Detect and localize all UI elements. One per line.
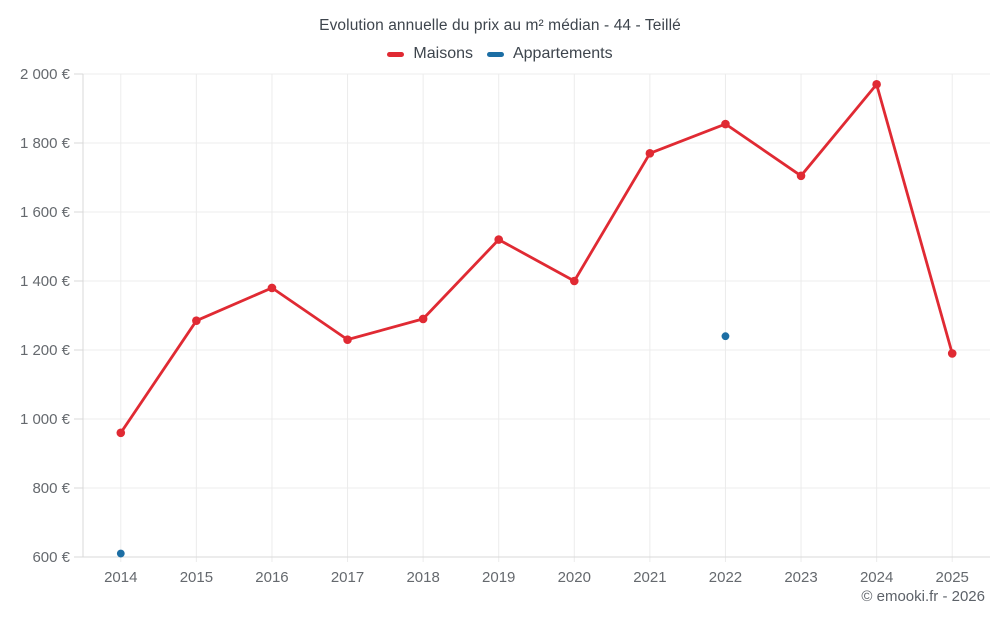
x-tick-label: 2014 [104,569,137,586]
maisons-point-2025 [947,349,957,358]
y-tick-label: 1 600 € [20,204,71,221]
maisons-point-2020 [569,276,579,286]
y-tick-label: 1 000 € [20,411,71,428]
appartements-point-2022 [721,332,730,341]
maisons-point-2016 [267,283,277,293]
legend-label-maisons: Maisons [413,45,473,62]
appartements-swatch-icon [486,51,504,57]
maisons-point-2024 [872,80,881,89]
copyright-watermark: © emooki.fr - 2026 [861,588,985,605]
x-tick-label: 2015 [180,569,213,586]
x-tick-label: 2024 [860,569,893,586]
maisons-point-2015 [192,316,201,325]
y-tick-label: 1 400 € [20,273,71,290]
maisons-point-2019 [494,235,504,244]
chart-legend: Maisons Appartements [0,45,1000,63]
chart-title: Evolution annuelle du prix au m² médian … [319,17,681,34]
x-tick-label: 2021 [633,569,666,586]
legend-item-maisons[interactable]: Maisons [387,45,473,63]
maisons-line [119,83,954,435]
x-tick-label: 2018 [406,569,439,586]
x-tick-label: 2023 [784,569,817,586]
y-tick-label: 1 200 € [20,342,71,359]
x-tick-label: 2016 [255,569,288,586]
x-tick-label: 2025 [936,569,969,586]
legend-item-appartements[interactable]: Appartements [486,45,613,63]
maisons-point-2018 [418,314,428,324]
maisons-point-2014 [116,428,126,438]
maisons-point-2022 [721,119,730,129]
y-tick-label: 1 800 € [20,135,71,152]
maisons-point-2023 [796,171,806,181]
maisons-point-2021 [645,149,655,158]
y-tick-label: 800 € [32,480,70,497]
x-tick-label: 2022 [709,569,742,586]
legend-label-appartements: Appartements [512,45,613,62]
x-tick-label: 2017 [331,569,364,586]
x-tick-label: 2020 [558,569,591,586]
maisons-swatch-icon [387,51,405,57]
x-tick-label: 2019 [482,569,515,586]
maisons-point-2017 [343,335,352,344]
y-tick-label: 2 000 € [20,66,71,83]
appartements-point-2014 [116,549,125,558]
y-tick-label: 600 € [32,549,70,566]
